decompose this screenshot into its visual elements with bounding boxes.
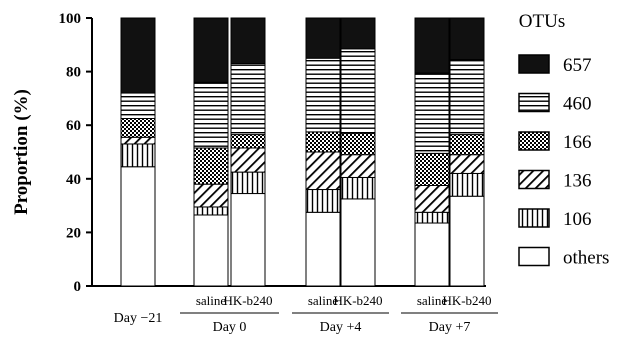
y-tick-label: 80 [66, 65, 81, 81]
bar-segment-136 [230, 147, 266, 173]
y-tick-label: 0 [74, 279, 82, 295]
bar-segment-166 [305, 131, 341, 153]
bar-segment-657 [414, 17, 450, 74]
bar-segment-136 [414, 185, 450, 213]
bar-segment-657 [449, 17, 485, 61]
bar-segment-460 [120, 92, 156, 119]
legend-swatch-others [518, 246, 550, 267]
y-axis-label: Proportion (%) [11, 89, 32, 215]
legend-swatch-166 [518, 131, 550, 151]
bar-segment-106 [305, 189, 341, 213]
legend-label-166: 166 [563, 132, 592, 153]
bar-segment-460 [230, 63, 266, 136]
bar-segment-106 [193, 206, 229, 216]
bar-segment-others [305, 211, 341, 287]
legend-swatch-136 [518, 169, 550, 190]
bar-segment-others [120, 166, 156, 287]
y-tick-label: 20 [66, 225, 81, 241]
bar-segment-460 [340, 48, 376, 134]
group-label: Day +4 [320, 320, 362, 335]
legend-label-136: 136 [563, 171, 592, 192]
bar-segment-166 [193, 147, 229, 185]
bar-segment-657 [193, 17, 229, 83]
bar-segment-136 [305, 151, 341, 191]
legend-title: OTUs [519, 11, 565, 32]
bar-sub-label: HK-b240 [442, 293, 491, 308]
chart-legend: 657 460 166 136 106 others [518, 54, 609, 269]
bar-sub-label: HK-b240 [333, 293, 382, 308]
bar-segment-166 [120, 118, 156, 138]
chart-axes: 0 20 40 60 80 100 [59, 11, 486, 295]
legend-label-106: 106 [563, 209, 592, 230]
bar-segment-657 [230, 17, 266, 65]
legend-label-others: others [563, 248, 609, 269]
group-label: Day +7 [429, 320, 471, 335]
bar-segment-166 [340, 132, 376, 156]
bar-segment-others [193, 214, 229, 287]
bar-segment-136 [449, 154, 485, 174]
bar-segment-166 [230, 134, 266, 149]
bar-segment-106 [340, 176, 376, 200]
bar-segment-657 [120, 17, 156, 94]
legend-swatch-460 [518, 92, 550, 113]
bar-segment-166 [414, 152, 450, 186]
bar-segment-others [230, 193, 266, 287]
bar-segment-136 [193, 183, 229, 208]
bar-sub-label: saline [417, 293, 448, 308]
legend-swatch-657 [518, 54, 550, 74]
bar-segment-others [340, 198, 376, 287]
bar-segment-460 [414, 72, 450, 154]
group-label: Day 0 [213, 320, 247, 335]
chart-bars [120, 17, 485, 287]
bar-segment-460 [449, 59, 485, 136]
y-tick-label: 100 [59, 11, 82, 27]
bar-segment-657 [305, 17, 341, 59]
group-label: Day −21 [114, 311, 163, 326]
legend-label-657: 657 [563, 55, 592, 76]
bar-segment-136 [120, 136, 156, 145]
bar-segment-166 [449, 134, 485, 156]
bar-segment-others [414, 222, 450, 287]
bar-segment-106 [449, 172, 485, 197]
y-tick-label: 40 [66, 172, 81, 188]
bar-segment-106 [414, 211, 450, 224]
y-tick-label: 60 [66, 118, 81, 134]
legend-swatch-106 [518, 208, 550, 228]
bar-segment-136 [340, 154, 376, 178]
bar-segment-657 [340, 17, 376, 50]
bar-segment-others [449, 195, 485, 287]
bar-sub-label: saline [308, 293, 339, 308]
legend-label-460: 460 [563, 94, 592, 115]
bar-segment-460 [305, 57, 341, 133]
bar-segment-106 [230, 171, 266, 195]
bar-segment-106 [120, 143, 156, 168]
bar-segment-460 [193, 81, 229, 149]
bar-sub-label: saline [196, 293, 227, 308]
bar-sub-label: HK-b240 [223, 293, 272, 308]
